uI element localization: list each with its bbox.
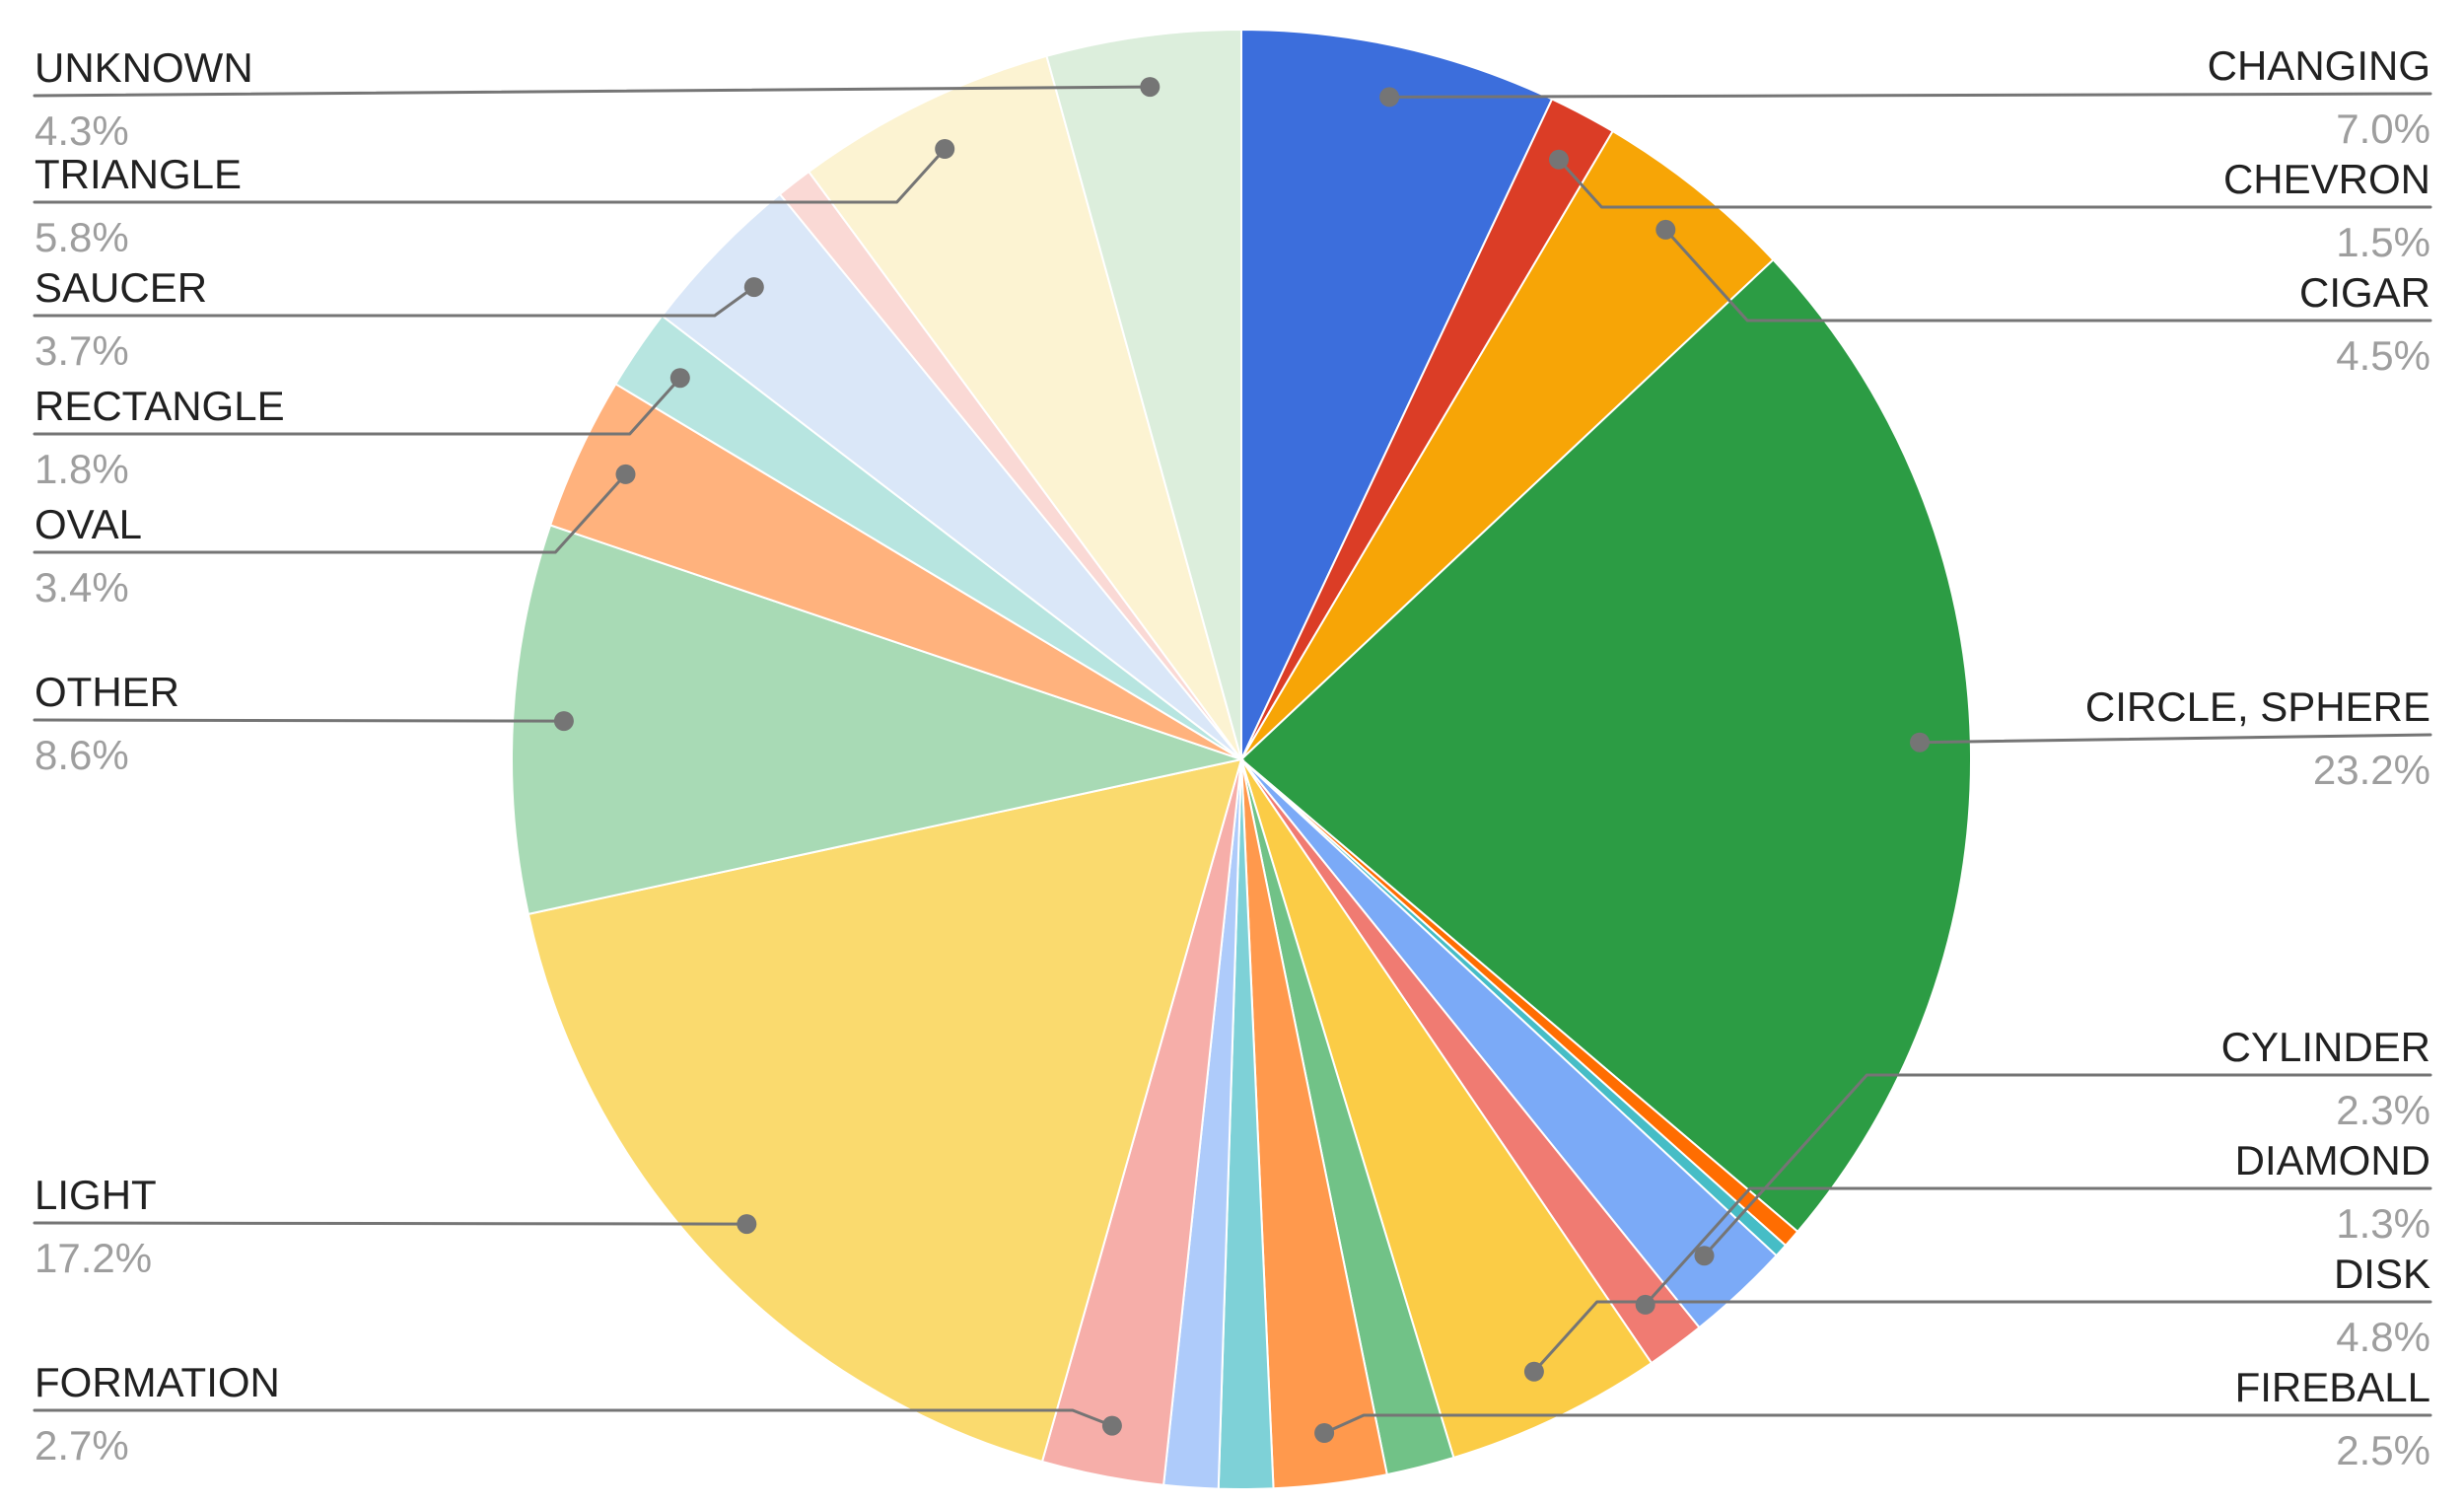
leader-dot bbox=[1140, 77, 1161, 98]
slice-label: CHEVRON bbox=[2223, 156, 2430, 202]
pie-slice-disk[interactable] bbox=[1240, 758, 1654, 1460]
leader-line bbox=[1663, 228, 2432, 322]
slice-label: CIGAR bbox=[2299, 269, 2430, 316]
slice-percent: 4.3% bbox=[35, 108, 129, 154]
slice-label: TRIANGLE bbox=[35, 151, 242, 197]
slice-percent: 3.7% bbox=[35, 327, 129, 374]
slice-percent: 17.2% bbox=[35, 1235, 152, 1281]
slice-label: CHANGING bbox=[2208, 42, 2430, 89]
leader-line bbox=[1918, 733, 2432, 745]
leader-line bbox=[33, 376, 682, 436]
slice-label: DISK bbox=[2334, 1251, 2430, 1297]
slice-label: CIRCLE, SPHERE bbox=[2085, 683, 2430, 730]
leader-line bbox=[33, 1221, 748, 1226]
leader-line bbox=[1322, 1413, 2432, 1435]
pie-slice-light[interactable] bbox=[527, 757, 1243, 1464]
slice-label: CYLINDER bbox=[2221, 1024, 2430, 1070]
leader-dot bbox=[615, 464, 636, 484]
leader-line bbox=[1557, 158, 2432, 209]
pie-slice-changing[interactable] bbox=[1240, 28, 1554, 760]
leader-line bbox=[1532, 1300, 2432, 1374]
slice-label: FORMATION bbox=[35, 1359, 280, 1405]
pie-slice-cigar[interactable] bbox=[1240, 129, 1775, 760]
leader-line bbox=[1644, 1186, 2432, 1307]
leader-dot bbox=[1910, 732, 1930, 752]
leader-dot bbox=[553, 711, 574, 732]
leader-dot bbox=[669, 368, 690, 389]
slice-label: SAUCER bbox=[35, 264, 207, 311]
slice-label: LIGHT bbox=[35, 1172, 157, 1218]
leader-line bbox=[33, 1408, 1114, 1428]
leader-line bbox=[33, 718, 566, 723]
pie-slice-unknown[interactable] bbox=[1045, 28, 1242, 760]
leader-dot bbox=[743, 277, 764, 298]
leader-line bbox=[1703, 1073, 2432, 1257]
slice-percent: 8.6% bbox=[35, 732, 129, 778]
slice-percent: 3.4% bbox=[35, 564, 129, 610]
slice-percent: 1.8% bbox=[35, 446, 129, 492]
pie-slice-other[interactable] bbox=[511, 524, 1245, 916]
leader-dot bbox=[1314, 1423, 1335, 1443]
slice-percent: 2.7% bbox=[35, 1422, 129, 1469]
slice-label: DIAMOND bbox=[2235, 1137, 2430, 1183]
slice-label: UNKNOWN bbox=[35, 44, 253, 91]
slice-percent: 1.5% bbox=[2336, 219, 2430, 265]
leader-dot bbox=[1694, 1246, 1715, 1266]
leader-dot bbox=[1379, 87, 1400, 108]
leader-dot bbox=[1523, 1361, 1544, 1382]
leader-line bbox=[33, 285, 756, 318]
slice-percent: 2.5% bbox=[2336, 1427, 2430, 1473]
slice-label: FIREBALL bbox=[2235, 1364, 2430, 1410]
pie-slice-triangle[interactable] bbox=[807, 54, 1242, 760]
slice-percent: 1.3% bbox=[2336, 1200, 2430, 1247]
leader-dot bbox=[935, 139, 955, 159]
slice-percent: 4.5% bbox=[2336, 332, 2430, 379]
leader-dot bbox=[737, 1214, 757, 1235]
leader-line bbox=[33, 85, 1152, 98]
slice-percent: 23.2% bbox=[2313, 747, 2430, 793]
pie-slices bbox=[511, 28, 1972, 1490]
slice-percent: 7.0% bbox=[2336, 106, 2430, 152]
leader-line bbox=[33, 147, 947, 204]
slice-labels: CHANGING 7.0%CHEVRON 1.5%CIGAR 4.5% CIRCLE, … bbox=[35, 42, 2430, 1473]
slice-percent: 5.8% bbox=[35, 214, 129, 260]
leader-line bbox=[1387, 92, 2432, 99]
leader-dot bbox=[1549, 149, 1569, 170]
leader-dot bbox=[1655, 219, 1676, 240]
leader-lines bbox=[33, 77, 2432, 1443]
slice-label: OVAL bbox=[35, 501, 142, 547]
slice-percent: 4.8% bbox=[2336, 1314, 2430, 1360]
slice-label: OTHER bbox=[35, 669, 179, 715]
slice-percent: 2.3% bbox=[2336, 1087, 2430, 1133]
leader-dot bbox=[1635, 1294, 1655, 1315]
leader-dot bbox=[1101, 1415, 1122, 1436]
slice-label: RECTANGLE bbox=[35, 383, 285, 429]
leader-line bbox=[33, 472, 627, 554]
